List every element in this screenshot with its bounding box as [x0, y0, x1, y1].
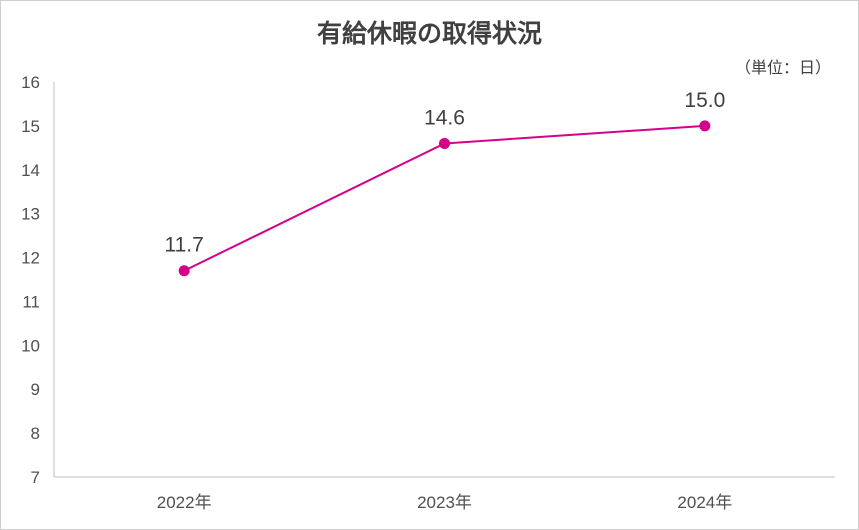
y-tick-label: 9	[31, 380, 40, 399]
data-labels: 11.7 14.6 15.0	[165, 89, 726, 257]
x-axis: 2022年 2023年 2024年	[54, 476, 835, 512]
y-tick-label: 10	[21, 336, 40, 355]
y-tick-label: 15	[21, 117, 40, 136]
data-label: 14.6	[424, 106, 465, 129]
data-label: 15.0	[684, 89, 725, 112]
x-tick-label: 2024年	[677, 493, 732, 512]
x-tick-label: 2022年	[157, 493, 212, 512]
series	[178, 120, 711, 277]
data-point	[178, 265, 190, 277]
y-tick-label: 16	[21, 73, 40, 92]
y-tick-label: 14	[21, 161, 40, 180]
data-point	[439, 137, 450, 149]
y-tick-label: 12	[21, 249, 40, 268]
data-label: 11.7	[165, 234, 204, 257]
x-tick-label: 2023年	[417, 493, 472, 512]
y-axis: 7 8 9 10 11 12 13 14 15 16	[21, 73, 55, 487]
chart-title: 有給休暇の取得状況	[316, 19, 542, 48]
unit-label: （単位：日）	[734, 58, 831, 77]
y-tick-label: 11	[22, 292, 40, 311]
data-point	[699, 120, 711, 132]
y-tick-label: 13	[21, 205, 40, 224]
y-tick-label: 8	[31, 424, 40, 443]
y-tick-label: 7	[31, 468, 40, 487]
